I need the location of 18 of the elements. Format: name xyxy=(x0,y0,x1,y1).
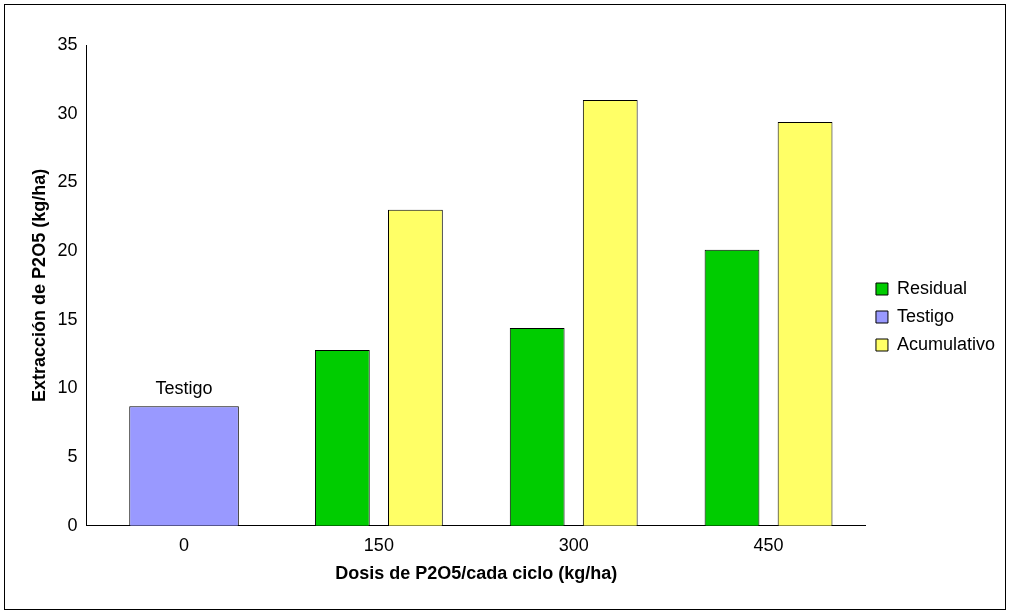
x-tick-label: 150 xyxy=(363,534,394,555)
x-tick-label: 0 xyxy=(179,534,190,555)
y-tick-label: 0 xyxy=(67,514,78,535)
y-tick-label: 30 xyxy=(57,102,78,123)
y-axis-title: Extracción de P2O5 (kg/ha) xyxy=(28,168,49,402)
x-axis-title: Dosis de P2O5/cada ciclo (kg/ha) xyxy=(335,563,618,584)
y-tick-label: 15 xyxy=(57,308,78,329)
y-tick-label: 20 xyxy=(57,240,78,261)
y-tick-label: 35 xyxy=(57,33,78,54)
x-tick-label: 450 xyxy=(753,534,784,555)
y-tick-label: 10 xyxy=(57,377,78,398)
legend-label: Acumulativo xyxy=(896,333,995,354)
y-tick-label: 25 xyxy=(57,171,78,192)
x-tick-label: 300 xyxy=(558,534,589,555)
annotation: Testigo xyxy=(155,378,213,399)
y-tick-label: 5 xyxy=(67,446,78,467)
legend-label: Residual xyxy=(896,277,967,298)
legend-label: Testigo xyxy=(896,305,954,326)
